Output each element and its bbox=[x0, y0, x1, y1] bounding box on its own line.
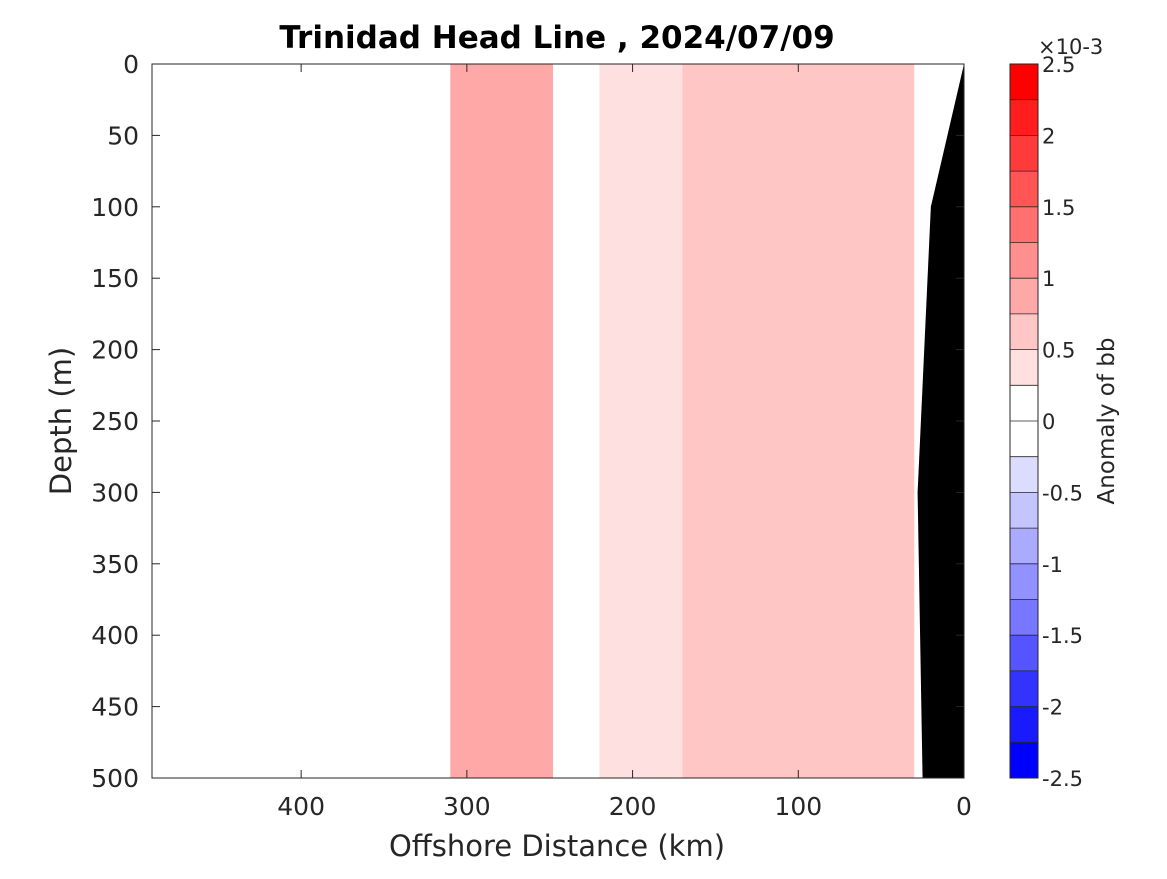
contour-band-3 bbox=[682, 64, 915, 778]
colorbar-segment bbox=[1010, 528, 1038, 564]
colorbar-border bbox=[1009, 63, 1039, 779]
colorbar-segment bbox=[1010, 64, 1038, 100]
colorbar-tick-label: -0.5 bbox=[1042, 481, 1083, 505]
contour-band-0 bbox=[450, 64, 554, 778]
colorbar-tick-label: -1 bbox=[1042, 553, 1063, 577]
y-tick-label: 250 bbox=[91, 407, 139, 436]
colorbar-segment bbox=[1010, 456, 1038, 493]
contour-band-1 bbox=[553, 64, 600, 778]
x-tick-label: 100 bbox=[774, 792, 822, 821]
y-tick-label: 150 bbox=[91, 264, 139, 293]
y-axis-label: Depth (m) bbox=[44, 347, 78, 495]
x-tick-label: 400 bbox=[277, 792, 325, 821]
colorbar-segment bbox=[1010, 563, 1038, 600]
colorbar-segment bbox=[1010, 635, 1038, 671]
colorbar-segment bbox=[1010, 242, 1038, 279]
colorbar-exponent: ×10-3 bbox=[1038, 35, 1103, 59]
colorbar-tick-label: 1 bbox=[1042, 267, 1055, 291]
colorbar-tick-label: -1.5 bbox=[1042, 624, 1083, 648]
colorbar-segment bbox=[1010, 706, 1038, 743]
colorbar-segment bbox=[1010, 492, 1038, 529]
colorbar-tick-label: 2.5 bbox=[1042, 53, 1075, 77]
y-tick-label: 200 bbox=[91, 336, 139, 365]
colorbar-segment bbox=[1010, 135, 1038, 172]
contour-fill-layer bbox=[450, 64, 915, 778]
colorbar-tick-label: 1.5 bbox=[1042, 196, 1075, 220]
colorbar-segment bbox=[1010, 349, 1038, 386]
chart-title: Trinidad Head Line , 2024/07/09 bbox=[279, 20, 834, 56]
y-tick-label: 0 bbox=[123, 50, 139, 79]
colorbar-tick-label: 2 bbox=[1042, 124, 1055, 148]
x-tick-label: 200 bbox=[609, 792, 657, 821]
bathymetry-mask bbox=[917, 64, 964, 778]
x-axis-label: Offshore Distance (km) bbox=[389, 829, 725, 863]
y-tick-label: 300 bbox=[91, 478, 139, 507]
contour-band-2 bbox=[599, 64, 683, 778]
bathymetry-mask-layer bbox=[917, 64, 964, 778]
y-tick-label: 50 bbox=[107, 121, 139, 150]
colorbar-segment bbox=[1010, 171, 1038, 207]
y-tick-label: 500 bbox=[91, 764, 139, 793]
colorbar-segment bbox=[1010, 206, 1038, 243]
colorbar-segment bbox=[1010, 599, 1038, 636]
y-axis: 0 50 100 150 200 250 300 350 400 450 500 bbox=[91, 50, 964, 793]
colorbar-tick-label: -2 bbox=[1042, 696, 1063, 720]
x-tick-label: 300 bbox=[443, 792, 491, 821]
colorbar-segment bbox=[1010, 313, 1038, 350]
x-tick-label: 0 bbox=[956, 792, 972, 821]
y-tick-label: 100 bbox=[91, 193, 139, 222]
colorbar-segment bbox=[1010, 278, 1038, 314]
colorbar-segment bbox=[1010, 742, 1038, 778]
x-axis: 400 300 200 100 0 bbox=[277, 64, 972, 821]
colorbar-segment bbox=[1010, 99, 1038, 136]
y-tick-label: 450 bbox=[91, 693, 139, 722]
colorbar-tick-label: 0 bbox=[1042, 410, 1055, 434]
colorbar-segment bbox=[1010, 421, 1038, 457]
y-tick-label: 350 bbox=[91, 550, 139, 579]
y-tick-label: 400 bbox=[91, 621, 139, 650]
colorbar-segment bbox=[1010, 385, 1038, 421]
colorbar: 2.5 2 1.5 1 0.5 0 -0.5 -1 -1.5 -2 -2.5 bbox=[1009, 53, 1083, 791]
colorbar-tick-label: 0.5 bbox=[1042, 339, 1075, 363]
colorbar-label: Anomaly of bb bbox=[1094, 338, 1120, 505]
colorbar-tick-label: -2.5 bbox=[1042, 767, 1083, 791]
colorbar-segment bbox=[1010, 670, 1038, 707]
